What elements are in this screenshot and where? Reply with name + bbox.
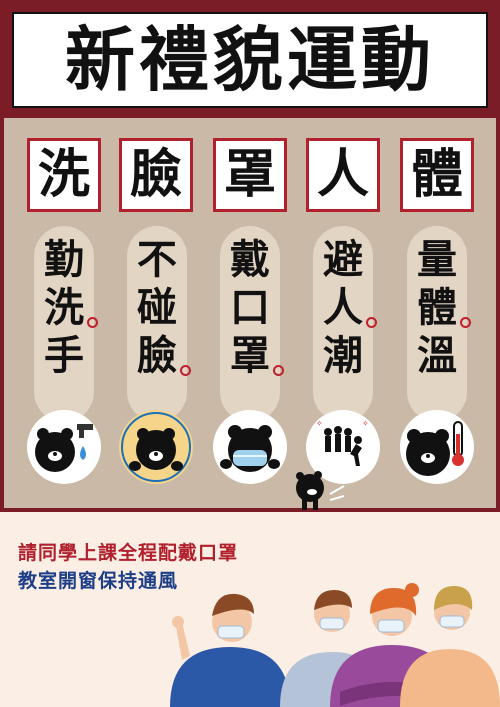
accent-dot bbox=[366, 317, 377, 328]
notice-mask-line: 請同學上課全程配戴口罩 bbox=[18, 542, 239, 564]
column-char: 口 bbox=[230, 284, 270, 331]
column-text-2: 不 碰 臉 bbox=[127, 236, 191, 380]
keyword-char: 罩 bbox=[223, 144, 276, 205]
column-pill-1 bbox=[34, 226, 94, 422]
column-text-5: 量 體 溫 bbox=[407, 236, 471, 380]
keyword-box-people: 人 bbox=[306, 138, 380, 212]
column-char: 溫 bbox=[417, 332, 457, 379]
keyword-box-face: 臉 bbox=[119, 138, 193, 212]
accent-dot bbox=[180, 365, 191, 376]
masked-students-illustration bbox=[170, 583, 500, 707]
column-char: 碰 bbox=[137, 284, 177, 331]
poster-title: 新禮貌運動 bbox=[65, 18, 435, 101]
keyword-box-body: 體 bbox=[400, 138, 474, 212]
accent-dot bbox=[273, 365, 284, 376]
column-pill-5 bbox=[407, 226, 467, 422]
column-char: 潮 bbox=[323, 332, 363, 379]
title-banner: 新禮貌運動 bbox=[0, 0, 500, 118]
column-char: 洗 bbox=[34, 284, 98, 332]
poster-panel: 新禮貌運動 洗 臉 罩 人 體 勤 洗 手 不 碰 臉 戴 口 罩 避 人 潮 … bbox=[0, 0, 500, 512]
keyword-char: 洗 bbox=[37, 144, 90, 205]
column-char: 不 bbox=[137, 236, 177, 283]
keyword-char: 人 bbox=[316, 144, 369, 205]
bear-thermometer-icon bbox=[400, 410, 474, 484]
bear-washing-hands-icon bbox=[27, 410, 101, 484]
keyword-box-mask: 罩 bbox=[213, 138, 287, 212]
column-text-1: 勤 洗 手 bbox=[34, 236, 98, 380]
title-box: 新禮貌運動 bbox=[12, 12, 488, 108]
bear-no-touch-face-icon bbox=[119, 410, 193, 484]
column-text-4: 避 人 潮 bbox=[313, 236, 377, 380]
column-char: 臉 bbox=[127, 332, 191, 380]
keyword-char: 臉 bbox=[129, 144, 182, 205]
column-char: 罩 bbox=[220, 332, 284, 380]
column-char: 人 bbox=[313, 284, 377, 332]
column-char: 體 bbox=[407, 284, 471, 332]
column-pill-3 bbox=[220, 226, 280, 422]
accent-dot bbox=[87, 317, 98, 328]
svg-text:✧: ✧ bbox=[362, 419, 369, 428]
column-char: 勤 bbox=[44, 236, 84, 283]
poster-frame bbox=[0, 0, 500, 512]
column-text-3: 戴 口 罩 bbox=[220, 236, 284, 380]
column-pill-4 bbox=[313, 226, 373, 422]
keyword-char: 體 bbox=[410, 144, 463, 205]
notice-ventilation-line: 教室開窗保持通風 bbox=[18, 570, 179, 592]
keyword-box-wash: 洗 bbox=[27, 138, 101, 212]
column-char: 避 bbox=[323, 236, 363, 283]
accent-dot bbox=[460, 317, 471, 328]
bear-wearing-mask-icon bbox=[213, 410, 287, 484]
column-char: 手 bbox=[44, 332, 84, 379]
column-char: 戴 bbox=[230, 236, 270, 283]
running-bear-icon bbox=[296, 471, 345, 510]
column-char: 量 bbox=[417, 236, 457, 283]
svg-text:✧: ✧ bbox=[316, 419, 323, 428]
column-pill-2 bbox=[127, 226, 187, 422]
